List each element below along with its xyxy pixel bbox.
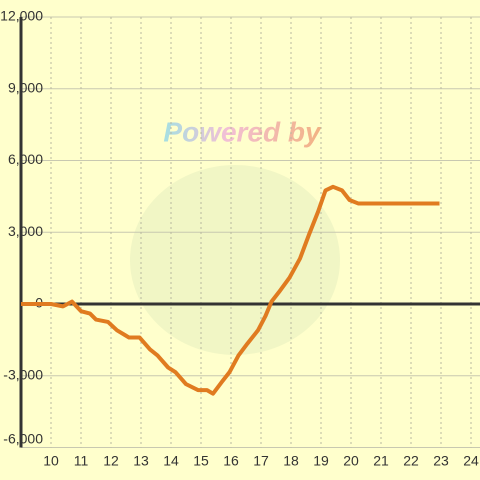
- x-tick-label: 22: [403, 453, 419, 469]
- x-tick-label: 11: [74, 453, 89, 469]
- x-tick-label: 24: [463, 453, 479, 469]
- x-tick-label: 12: [103, 453, 119, 469]
- x-tick-label: 14: [163, 453, 179, 469]
- y-tick-label: 3,000: [8, 223, 43, 239]
- y-tick-label: 9,000: [8, 79, 43, 95]
- y-tick-label: -3,000: [3, 366, 43, 382]
- x-tick-label: 18: [283, 453, 299, 469]
- x-tick-label: 16: [223, 453, 239, 469]
- x-tick-label: 19: [313, 453, 329, 469]
- watermark-text: Powered by: [163, 116, 322, 147]
- y-tick-label: -6,000: [3, 431, 43, 447]
- y-tick-label: 6,000: [8, 151, 43, 167]
- x-tick-label: 17: [253, 453, 269, 469]
- x-tick-label: 13: [133, 453, 149, 469]
- data-line: [21, 184, 440, 396]
- y-tick-label: 12,000: [0, 8, 43, 24]
- x-tick-label: 20: [343, 453, 359, 469]
- x-tick-label: 15: [193, 453, 209, 469]
- watermark-image: [130, 165, 340, 355]
- x-tick-label: 23: [433, 453, 449, 469]
- x-tick-label: 21: [373, 453, 389, 469]
- x-tick-label: 10: [43, 453, 59, 469]
